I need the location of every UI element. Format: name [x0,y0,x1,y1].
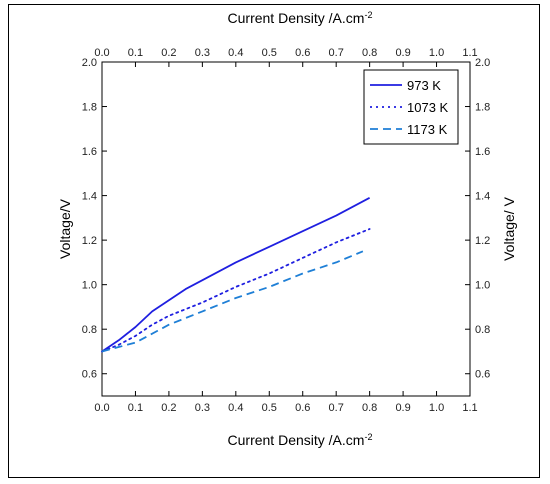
y-tick-label-right: 0.8 [475,324,490,336]
x-axis-bottom-title: Current Density /A.cm-2 [228,432,373,448]
y-tick-label-right: 1.6 [475,146,490,158]
x-tick-label-bottom: 0.6 [295,402,310,414]
y-tick-label-left: 1.4 [82,191,97,203]
y-tick-label-left: 0.6 [82,369,97,381]
x-tick-label-bottom: 0.2 [161,402,176,414]
y-tick-label-right: 1.8 [475,102,490,114]
y-tick-label-right: 1.2 [475,235,490,247]
x-tick-label-bottom: 0.7 [329,402,344,414]
x-tick-label-top: 0.2 [161,47,176,59]
x-tick-label-bottom: 1.1 [462,402,477,414]
legend-label-2: 1073 K [407,100,449,115]
series-line-1 [101,197,371,353]
x-tick-label-top: 0.1 [128,47,143,59]
series-lines [101,197,371,353]
legend: 973 K 1073 K 1173 K [363,69,459,145]
x-tick-label-bottom: 0.8 [362,402,377,414]
y-axis-left-title: Voltage/V [57,198,73,259]
y-tick-label-right: 0.6 [475,369,490,381]
legend-label-1: 973 K [407,78,441,93]
y-axis-left-ticks: 0.6 0.8 1.0 1.2 1.4 1.6 1.8 2.0 [82,57,107,381]
x-tick-label-bottom: 0.3 [195,402,210,414]
x-axis-top-title: Current Density /A.cm-2 [228,10,373,26]
x-tick-label-top: 0.7 [329,47,344,59]
x-tick-label-top: 0.9 [395,47,410,59]
x-tick-label-top: 0.8 [362,47,377,59]
x-tick-label-bottom: 0.1 [128,402,143,414]
y-axis-right-ticks: 0.6 0.8 1.0 1.2 1.4 1.6 1.8 2.0 [465,57,490,381]
x-tick-label-top: 1.0 [429,47,444,59]
y-axis-right-title: Voltage/ V [501,196,517,260]
x-tick-label-top: 1.1 [462,47,477,59]
y-tick-label-left: 1.6 [82,146,97,158]
plot-area [101,61,471,397]
y-tick-label-left: 1.8 [82,102,97,114]
x-tick-label-top: 0.3 [195,47,210,59]
x-tick-label-top: 0.5 [262,47,277,59]
legend-box [363,69,459,145]
series-line-3 [101,250,364,353]
y-tick-label-right: 2.0 [475,57,490,69]
x-tick-label-bottom: 0.0 [94,402,109,414]
x-axis-top-ticks: 0.0 0.1 0.2 0.3 0.4 0.5 0.6 0.7 0.8 0.9 1.0 1.1 [94,47,478,67]
y-tick-label-left: 1.0 [82,280,97,292]
x-tick-label-bottom: 0.4 [228,402,243,414]
series-line-2 [101,228,371,353]
y-tick-label-left: 0.8 [82,324,97,336]
x-tick-label-bottom: 1.0 [429,402,444,414]
x-axis-bottom-ticks: 0.0 0.1 0.2 0.3 0.4 0.5 0.6 0.7 0.8 0.9 1.0 1.1 [94,391,478,414]
y-tick-label-left: 1.2 [82,235,97,247]
x-tick-label-top: 0.6 [295,47,310,59]
y-tick-label-right: 1.0 [475,280,490,292]
x-tick-label-bottom: 0.9 [395,402,410,414]
y-tick-label-right: 1.4 [475,191,490,203]
x-tick-label-top: 0.0 [94,47,109,59]
legend-label-3: 1173 K [407,122,448,137]
x-tick-label-top: 0.4 [228,47,243,59]
x-tick-label-bottom: 0.5 [262,402,277,414]
y-tick-label-left: 2.0 [82,57,97,69]
